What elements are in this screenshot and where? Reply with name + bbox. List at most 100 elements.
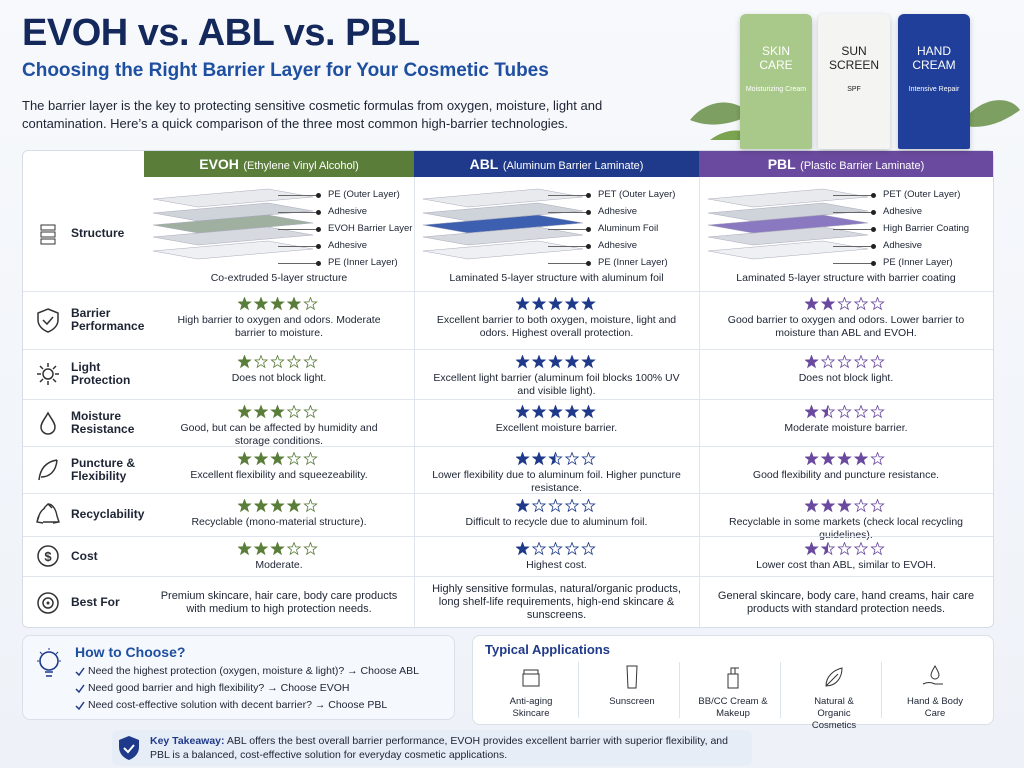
column-header: PBL (Plastic Barrier Laminate): [699, 151, 993, 177]
star-fill: [254, 297, 268, 310]
star-fill: [548, 297, 562, 310]
star-outline: [870, 405, 885, 419]
row-divider: [23, 291, 993, 292]
star-outline: [805, 355, 819, 369]
row-label: Cost: [71, 548, 98, 563]
app-icon: [922, 665, 943, 685]
layer-shape: [707, 240, 869, 260]
row-divider: [23, 493, 993, 494]
star-fill: [565, 297, 578, 310]
structure-art: [422, 188, 584, 260]
leader-dot: [586, 227, 591, 232]
app-divider: [578, 662, 579, 718]
leader-line: [833, 195, 873, 196]
star-rating: [805, 405, 885, 419]
star-fill: [548, 452, 555, 465]
cell-text: Lower cost than ABL, similar to EVOH.: [756, 559, 936, 571]
star-fill: [238, 452, 251, 465]
leader-dot: [871, 227, 876, 232]
star-outline: [805, 499, 819, 513]
leader-line: [548, 195, 588, 196]
star-rating: [515, 499, 596, 513]
row-divider: [23, 536, 993, 537]
how-title: How to Choose?: [75, 644, 186, 660]
app-icon: [825, 667, 843, 687]
star-outline: [853, 542, 869, 556]
star-outline: [837, 297, 852, 311]
leader-line: [548, 229, 588, 230]
star-outline: [853, 297, 869, 311]
star-fill: [581, 355, 595, 368]
row-icon: $: [37, 545, 59, 567]
star-fill: [532, 405, 545, 418]
layer-label: PE (Inner Layer): [328, 257, 398, 268]
star-fill: [515, 499, 529, 512]
star-outline: [303, 499, 318, 513]
star-outline: [837, 452, 852, 466]
star-rating: [805, 297, 885, 311]
star-fill: [581, 297, 595, 310]
product-tube: HAND CREAM Intensive Repair: [898, 14, 970, 149]
star-outline: [564, 297, 579, 311]
star-outline: [547, 405, 563, 419]
star-outline: [580, 355, 596, 369]
star-outline: [531, 499, 546, 513]
cell-text: Lower flexibility due to aluminum foil. …: [432, 469, 681, 494]
star-fill: [548, 405, 562, 418]
star-fill: [271, 499, 284, 512]
svg-text:$: $: [44, 549, 52, 564]
star-rating: [515, 297, 596, 311]
column-full: (Ethylene Vinyl Alcohol): [243, 160, 359, 172]
leader-dot: [586, 210, 591, 215]
star-outline: [515, 405, 530, 419]
cell-text: Recyclable (mono-material structure).: [191, 516, 367, 528]
leader-line: [833, 212, 873, 213]
leader-line: [833, 246, 873, 247]
app-divider: [881, 662, 882, 718]
product-tube: SUN SCREEN SPF: [818, 14, 890, 149]
star-outline: [820, 355, 836, 369]
cell-text: Moderate moisture barrier.: [784, 422, 908, 434]
applications: Typical Applications Anti-aging Skincare…: [472, 635, 994, 731]
leader-line: [548, 212, 588, 213]
cell-text: Highly sensitive formulas, natural/organ…: [432, 583, 681, 621]
leader-dot: [871, 244, 876, 249]
layer-label: PET (Outer Layer): [598, 189, 676, 200]
star-fill: [821, 542, 828, 555]
star-outline: [820, 499, 836, 513]
subtitle: Choosing the Right Barrier Layer for You…: [22, 60, 549, 81]
leader-dot: [871, 261, 876, 266]
cell-text: Excellent moisture barrier.: [495, 422, 618, 434]
star-fill: [271, 297, 284, 310]
star-fill: [515, 355, 529, 368]
check-icon: [75, 684, 85, 694]
leader-dot: [871, 193, 876, 198]
cell-text: Does not block light.: [798, 372, 894, 384]
row-divider: [23, 576, 993, 577]
star-fill: [532, 297, 545, 310]
star-fill: [238, 355, 251, 368]
cell-text: Moderate.: [255, 559, 303, 571]
product-name: SUN SCREEN: [828, 44, 879, 72]
how-item: Need good barrier and high flexibility? …: [88, 682, 350, 694]
how-to-choose: How to Choose? Need the highest protecti…: [22, 635, 455, 720]
bulb-icon: [37, 648, 61, 677]
row-label: Barrier Performance: [71, 306, 145, 333]
star-rating: [805, 499, 885, 513]
star-outline: [837, 355, 852, 369]
layer-shape: [707, 188, 869, 208]
layer-shape: [422, 202, 584, 222]
star-outline: [564, 542, 579, 556]
star-outline: [580, 297, 596, 311]
leader-line: [833, 263, 873, 264]
row-label: Structure: [71, 226, 125, 240]
star-outline: [531, 542, 546, 556]
leader-dot: [586, 244, 591, 249]
leader-line: [278, 263, 318, 264]
leader-line: [278, 229, 318, 230]
star-fill: [805, 405, 818, 418]
star-outline: [286, 452, 302, 466]
star-outline: [515, 297, 530, 311]
product-sub: Moisturizing Cream: [745, 86, 807, 93]
